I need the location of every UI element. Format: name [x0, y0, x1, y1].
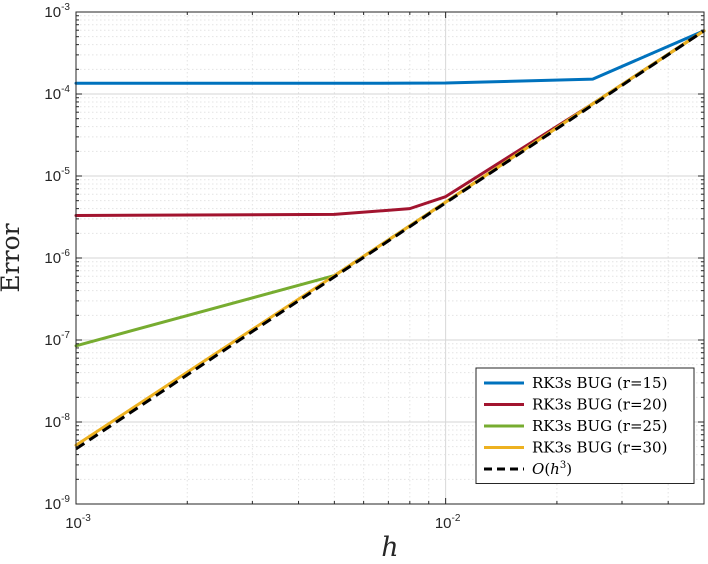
x-tick-label: 10-2	[435, 513, 461, 532]
x-axis-label: h	[381, 532, 398, 563]
series-layer	[74, 29, 706, 451]
y-tick-label: 10-9	[44, 494, 70, 513]
y-tick-label: 10-8	[44, 412, 70, 431]
series-line-0	[74, 29, 706, 85]
y-tick-label: 10-7	[44, 330, 70, 349]
legend-entry-3: RK3s BUG (r=30)	[532, 439, 667, 457]
legend-entry-2: RK3s BUG (r=25)	[532, 417, 667, 435]
y-tick-label: 10-5	[44, 166, 70, 185]
series-line-2	[74, 29, 706, 348]
y-tick-label: 10-6	[44, 248, 70, 267]
legend-entry-1: RK3s BUG (r=20)	[532, 396, 667, 414]
legend-entry-4: O(h3)	[532, 460, 572, 478]
tick-layer: 10-3 10-2 10-9 10-8 10-7 10-6 10-5 10-4 10-3	[44, 2, 705, 532]
series-line-1	[74, 29, 706, 217]
x-tick-label: 10-3	[65, 513, 91, 532]
legend: RK3s BUG (r=15) RK3s BUG (r=20) RK3s BUG (…	[475, 367, 695, 484]
y-tick-label: 10-3	[44, 2, 70, 21]
y-tick-label: 10-4	[44, 84, 70, 103]
y-axis-label: Error	[0, 223, 25, 292]
series-line-4	[75, 29, 705, 451]
legend-entry-0: RK3s BUG (r=15)	[532, 374, 667, 392]
